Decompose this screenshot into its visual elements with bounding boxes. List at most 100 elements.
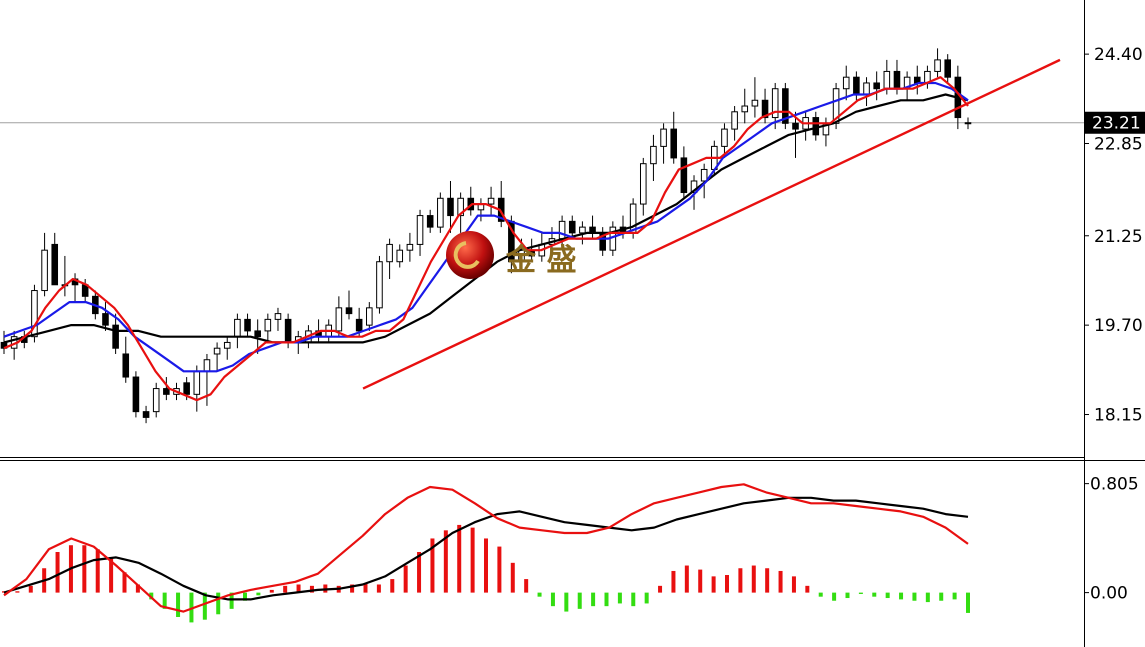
macd-bar-negative (885, 592, 890, 599)
candlestick[interactable] (112, 313, 119, 354)
candlestick[interactable] (721, 123, 728, 158)
candlestick[interactable] (731, 106, 738, 141)
macd-bar-negative (229, 592, 234, 609)
candlestick[interactable] (650, 134, 657, 181)
macd-bar-negative (966, 592, 970, 613)
candlestick[interactable] (873, 71, 880, 101)
candlestick[interactable] (822, 117, 830, 147)
candlestick[interactable] (863, 77, 870, 107)
candlestick[interactable] (802, 111, 809, 141)
macd-bar-positive (765, 568, 770, 593)
candlestick[interactable] (244, 313, 251, 337)
candlestick[interactable] (376, 255, 383, 314)
candlestick[interactable] (599, 227, 606, 256)
candle-body-up (416, 215, 424, 245)
candlestick[interactable] (152, 382, 160, 418)
candlestick[interactable] (660, 123, 667, 164)
candle-body-up (366, 307, 373, 326)
candlestick[interactable] (61, 255, 69, 297)
macd-bar-negative (832, 592, 837, 601)
candlestick[interactable] (639, 157, 647, 216)
candlestick[interactable] (264, 313, 272, 343)
candlestick[interactable] (51, 232, 59, 286)
candlestick[interactable] (477, 198, 485, 222)
candlestick[interactable] (366, 302, 373, 331)
candlestick[interactable] (680, 146, 688, 199)
candlestick[interactable] (497, 180, 505, 228)
candlestick[interactable] (122, 336, 130, 383)
candlestick[interactable] (913, 65, 921, 95)
candlestick[interactable] (782, 82, 789, 130)
trendline[interactable] (362, 58, 1061, 390)
candlestick[interactable] (579, 221, 586, 245)
candlestick[interactable] (102, 302, 109, 331)
candlestick[interactable] (700, 163, 708, 199)
candle-body-up (152, 388, 160, 413)
candle-body-down (812, 117, 820, 136)
candlestick[interactable] (853, 71, 860, 101)
candle-body-up (234, 318, 241, 338)
macd-bar-negative (591, 592, 596, 607)
candlestick[interactable] (396, 244, 404, 268)
candle-body-up (457, 197, 464, 217)
candlestick[interactable] (274, 307, 282, 331)
candlestick[interactable] (31, 284, 38, 343)
candlestick[interactable] (163, 377, 170, 401)
candlestick[interactable] (589, 215, 596, 239)
candlestick[interactable] (193, 365, 201, 412)
candlestick[interactable] (335, 296, 343, 337)
candle-body-up (964, 122, 972, 125)
candlestick[interactable] (467, 186, 475, 216)
candlestick[interactable] (71, 273, 79, 303)
candlestick[interactable] (944, 54, 951, 83)
macd-bar-positive (417, 552, 422, 593)
price-tick-label: 21.25 (1094, 227, 1143, 247)
candle-body-up (771, 88, 779, 119)
ma-fast-line (3, 76, 969, 402)
candle-body-up (223, 341, 231, 349)
candlestick[interactable] (964, 117, 972, 130)
candlestick[interactable] (223, 336, 231, 360)
candlestick[interactable] (345, 290, 353, 320)
candlestick[interactable] (203, 353, 211, 406)
candlestick[interactable] (234, 313, 241, 349)
candlestick[interactable] (690, 175, 698, 210)
candlestick[interactable] (426, 209, 434, 233)
candle-body-up (274, 313, 282, 320)
macd-bar-negative (537, 592, 542, 597)
candlestick[interactable] (487, 186, 495, 216)
candlestick[interactable] (132, 371, 140, 418)
candlestick[interactable] (670, 111, 678, 164)
candlestick[interactable] (934, 48, 941, 78)
macd-bar-positive (363, 583, 368, 593)
macd-bar-negative (550, 592, 555, 607)
price-pane[interactable] (0, 48, 1084, 424)
candlestick[interactable] (41, 232, 48, 297)
candlestick[interactable] (842, 65, 850, 101)
candlestick[interactable] (447, 180, 454, 233)
candle-body-down (345, 307, 353, 315)
candlestick[interactable] (761, 88, 769, 124)
candle-body-down (122, 353, 130, 378)
macd-bar-negative (912, 592, 917, 601)
candlestick[interactable] (406, 232, 414, 262)
macd-pane[interactable] (2, 483, 970, 623)
candlestick[interactable] (741, 88, 749, 124)
candlestick[interactable] (792, 111, 799, 158)
candlestick[interactable] (142, 405, 150, 424)
candlestick[interactable] (812, 111, 820, 141)
candle-body-up (690, 180, 698, 194)
candle-body-up (487, 197, 495, 205)
candlestick[interactable] (751, 77, 759, 118)
candlestick[interactable] (0, 330, 8, 354)
candle-body-up (437, 197, 444, 228)
candlestick[interactable] (568, 215, 576, 239)
candle-body-up (700, 168, 708, 182)
candlestick[interactable] (437, 192, 444, 233)
candlestick[interactable] (924, 65, 931, 89)
candlestick[interactable] (213, 342, 221, 372)
macd-line (3, 496, 969, 601)
candlestick[interactable] (386, 238, 393, 280)
candlestick[interactable] (416, 209, 424, 256)
